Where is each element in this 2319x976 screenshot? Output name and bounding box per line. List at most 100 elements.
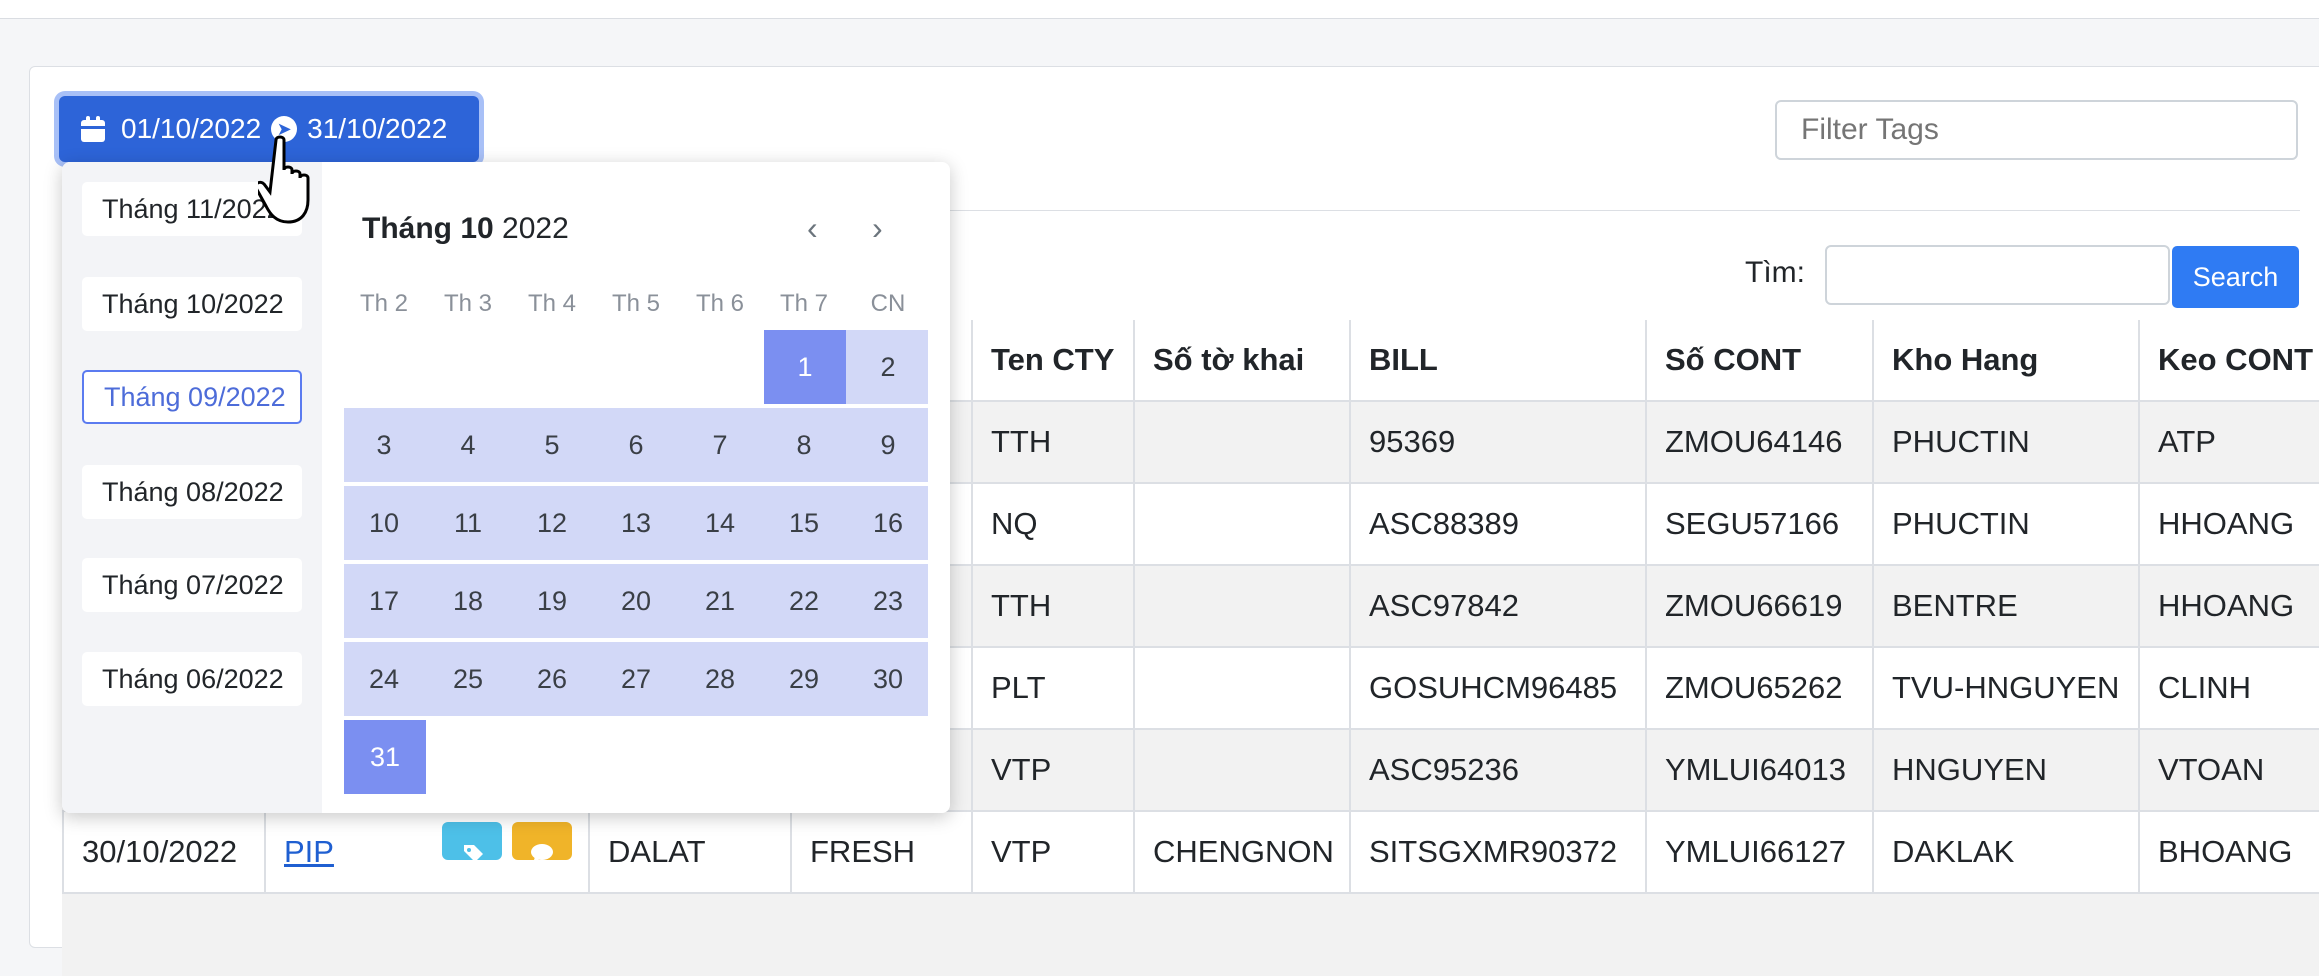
calendar-day[interactable]: 22	[788, 586, 820, 616]
calendar-day[interactable]: 3	[376, 430, 392, 460]
column-header-keo-cont[interactable]: Keo CONT	[2138, 320, 2319, 400]
cell-keo-cont: ATP	[2138, 402, 2319, 482]
date-range-button[interactable]: 01/10/2022 ➤ 31/10/2022	[59, 96, 479, 162]
calendar-day[interactable]: 8	[796, 430, 812, 460]
calendar-day[interactable]: 25	[452, 664, 484, 694]
cell-so-cont: SEGU57166	[1645, 484, 1872, 564]
calendar-day[interactable]: 12	[536, 508, 568, 538]
cell-col4: FRESH	[790, 812, 971, 892]
divider	[950, 210, 2300, 211]
chevron-left-icon[interactable]: ‹	[807, 210, 818, 246]
calendar-day[interactable]: 21	[704, 586, 736, 616]
calendar-day[interactable]: 4	[460, 430, 476, 460]
cell-kho-hang: DAKLAK	[1872, 812, 2138, 892]
calendar-day[interactable]: 29	[788, 664, 820, 694]
cell-col3: DALAT	[588, 812, 790, 892]
column-header-ten-cty[interactable]: Ten CTY	[971, 320, 1133, 400]
cell-ten-cty: TTH	[971, 402, 1133, 482]
cell-so-cont: YMLUI66127	[1645, 812, 1872, 892]
comment-button[interactable]	[512, 822, 572, 863]
tag-icon	[464, 845, 483, 862]
weekday-label: CN	[870, 290, 906, 317]
record-link[interactable]: PIP	[284, 834, 334, 869]
weekday-label: Th 4	[527, 290, 577, 317]
search-input[interactable]	[1825, 245, 2170, 305]
cell-so-cont: ZMOU66619	[1645, 566, 1872, 646]
cell-date: 30/10/2022	[62, 812, 264, 892]
table-row[interactable]	[62, 894, 2319, 976]
cell-keo-cont: VTOAN	[2138, 730, 2319, 810]
calendar-day[interactable]: 9	[880, 430, 896, 460]
column-header-bill[interactable]: BILL	[1349, 320, 1645, 400]
table-row[interactable]: NQ ASC88389 SEGU57166 PHUCTIN HHOANG	[62, 484, 2319, 566]
calendar-day[interactable]: 17	[368, 586, 400, 616]
calendar-day[interactable]: 20	[620, 586, 652, 616]
table-row[interactable]: 30/10/2022 PIP DALAT FRESH VTP CHENGNON …	[62, 812, 2319, 894]
cell-bill: 95369	[1349, 402, 1645, 482]
selected-range-band	[344, 408, 928, 482]
hand-cursor-icon	[258, 135, 310, 224]
cell-kho-hang: BENTRE	[1872, 566, 2138, 646]
calendar-day-endpoint[interactable]: 31	[344, 720, 426, 794]
search-label: Tìm:	[1745, 256, 1805, 289]
weekday-label: Th 2	[359, 290, 409, 317]
filter-tags-input[interactable]	[1775, 100, 2298, 160]
cell-so-cont: ZMOU64146	[1645, 402, 1872, 482]
cell-so-cont: ZMOU65262	[1645, 648, 1872, 728]
cell-ten-cty: PLT	[971, 648, 1133, 728]
cell-bill: GOSUHCM96485	[1349, 648, 1645, 728]
calendar-day[interactable]: 15	[788, 508, 820, 538]
calendar-day[interactable]: 26	[536, 664, 568, 694]
cell-link: PIP	[264, 812, 588, 892]
range-item[interactable]: Tháng 11/2022	[82, 182, 302, 236]
cell-kho-hang: HNGUYEN	[1872, 730, 2138, 810]
calendar-day-endpoint[interactable]: 1	[764, 330, 846, 404]
calendar-day[interactable]: 14	[704, 508, 736, 538]
calendar-day[interactable]: 18	[452, 586, 484, 616]
cell-bill: ASC97842	[1349, 566, 1645, 646]
column-header-so-cont[interactable]: Số CONT	[1645, 320, 1872, 400]
cell-keo-cont: BHOANG	[2138, 812, 2319, 892]
calendar-day[interactable]: 16	[872, 508, 904, 538]
range-list: Tháng 11/2022 Tháng 10/2022 Tháng 09/2022 T…	[62, 162, 322, 813]
column-header-kho-hang[interactable]: Kho Hang	[1872, 320, 2138, 400]
calendar-icon	[81, 116, 105, 142]
cell-keo-cont: HHOANG	[2138, 484, 2319, 564]
range-item[interactable]: Tháng 08/2022	[82, 465, 302, 519]
column-header-so-to-khai[interactable]: Số tờ khai	[1133, 320, 1349, 400]
cell-bill: ASC95236	[1349, 730, 1645, 810]
cell-so-to-khai	[1133, 484, 1349, 564]
calendar-day[interactable]: 24	[368, 664, 400, 694]
cell-kho-hang: TVU-HNGUYEN	[1872, 648, 2138, 728]
table-header-row: Ten CTY Số tờ khai BILL Số CONT Kho Hang…	[62, 320, 2319, 402]
calendar-day[interactable]: 30	[872, 664, 904, 694]
calendar-day[interactable]: 6	[628, 430, 644, 460]
cell-ten-cty: VTP	[971, 730, 1133, 810]
calendar-day[interactable]: 28	[704, 664, 736, 694]
cell-so-cont: YMLUI64013	[1645, 730, 1872, 810]
calendar-day[interactable]: 10	[368, 508, 400, 538]
selected-range-band	[344, 642, 928, 716]
selected-range-band	[344, 486, 928, 560]
tag-button[interactable]	[442, 822, 502, 862]
calendar-day[interactable]: 27	[620, 664, 652, 694]
calendar-month-title: Tháng 10 2022	[362, 212, 569, 245]
range-item[interactable]: Tháng 09/2022	[82, 370, 302, 424]
range-item[interactable]: Tháng 07/2022	[82, 558, 302, 612]
table-row[interactable]: PLT GOSUHCM96485 ZMOU65262 TVU-HNGUYEN C…	[62, 648, 2319, 730]
cell-bill: ASC88389	[1349, 484, 1645, 564]
date-range-end: 31/10/2022	[307, 113, 448, 144]
range-item[interactable]: Tháng 10/2022	[82, 277, 302, 331]
search-button[interactable]: Search	[2172, 246, 2299, 308]
calendar-day[interactable]: 19	[536, 586, 568, 616]
cell-so-to-khai: CHENGNON	[1133, 812, 1349, 892]
comment-icon	[531, 844, 553, 863]
calendar-day[interactable]: 23	[872, 586, 904, 616]
chevron-right-icon[interactable]: ›	[872, 210, 883, 246]
range-item[interactable]: Tháng 06/2022	[82, 652, 302, 706]
calendar-day[interactable]: 5	[544, 430, 560, 460]
calendar-day[interactable]: 7	[712, 430, 728, 460]
calendar-day[interactable]: 11	[453, 508, 483, 538]
calendar-day[interactable]: 13	[620, 508, 652, 538]
calendar-day[interactable]: 2	[880, 352, 896, 382]
